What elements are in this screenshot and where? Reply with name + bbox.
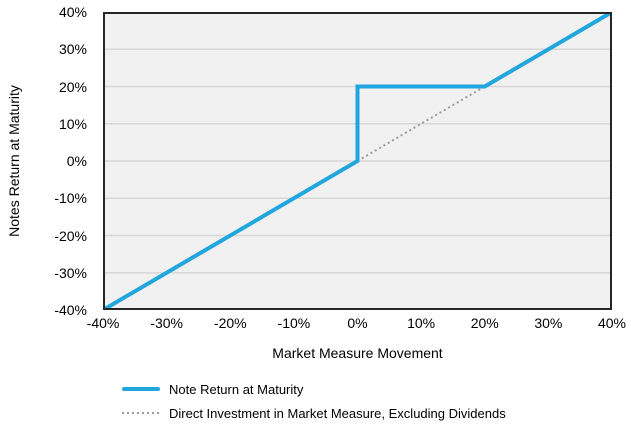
y-tick-label: 10% <box>58 115 87 132</box>
legend-swatch-solid-line <box>122 387 160 391</box>
legend-item-direct-investment: Direct Investment in Market Measure, Exc… <box>122 404 506 422</box>
x-tick-label: 10% <box>407 315 436 331</box>
plot-area <box>103 12 612 310</box>
x-axis-title: Market Measure Movement <box>272 345 443 361</box>
y-tick-label: 20% <box>58 78 87 95</box>
x-tick-label: -40% <box>86 315 120 331</box>
y-tick-label: -30% <box>54 264 87 281</box>
x-axis-labels: -40% -30% -20% -10% 0% 10% 20% 30% 40% <box>87 314 626 334</box>
plot-svg <box>103 12 612 310</box>
x-tick-label: 0% <box>347 315 368 331</box>
y-tick-label: 0% <box>66 153 87 169</box>
x-tick-label: -10% <box>277 315 311 331</box>
y-tick-label: -40% <box>54 302 87 318</box>
y-tick-label: 30% <box>58 41 87 58</box>
x-tick-label: -30% <box>150 315 183 331</box>
x-tick-label: -20% <box>213 315 247 331</box>
legend-label: Direct Investment in Market Measure, Exc… <box>169 405 506 421</box>
plot-border <box>103 12 612 310</box>
y-axis-labels: 40% 30% 20% 10% 0% -10% -20% -30% -40% <box>0 4 95 318</box>
legend-swatch-dotted-line <box>122 412 160 414</box>
x-tick-label: 40% <box>597 315 627 331</box>
x-tick-label: 30% <box>534 315 563 331</box>
x-tick-label: 20% <box>470 315 499 331</box>
legend-item-note-return: Note Return at Maturity <box>122 380 303 398</box>
note-return-line <box>103 12 612 310</box>
y-tick-label: 40% <box>58 4 87 20</box>
legend-label: Note Return at Maturity <box>169 381 304 397</box>
y-tick-label: -10% <box>54 190 87 207</box>
y-tick-label: -20% <box>54 227 87 244</box>
